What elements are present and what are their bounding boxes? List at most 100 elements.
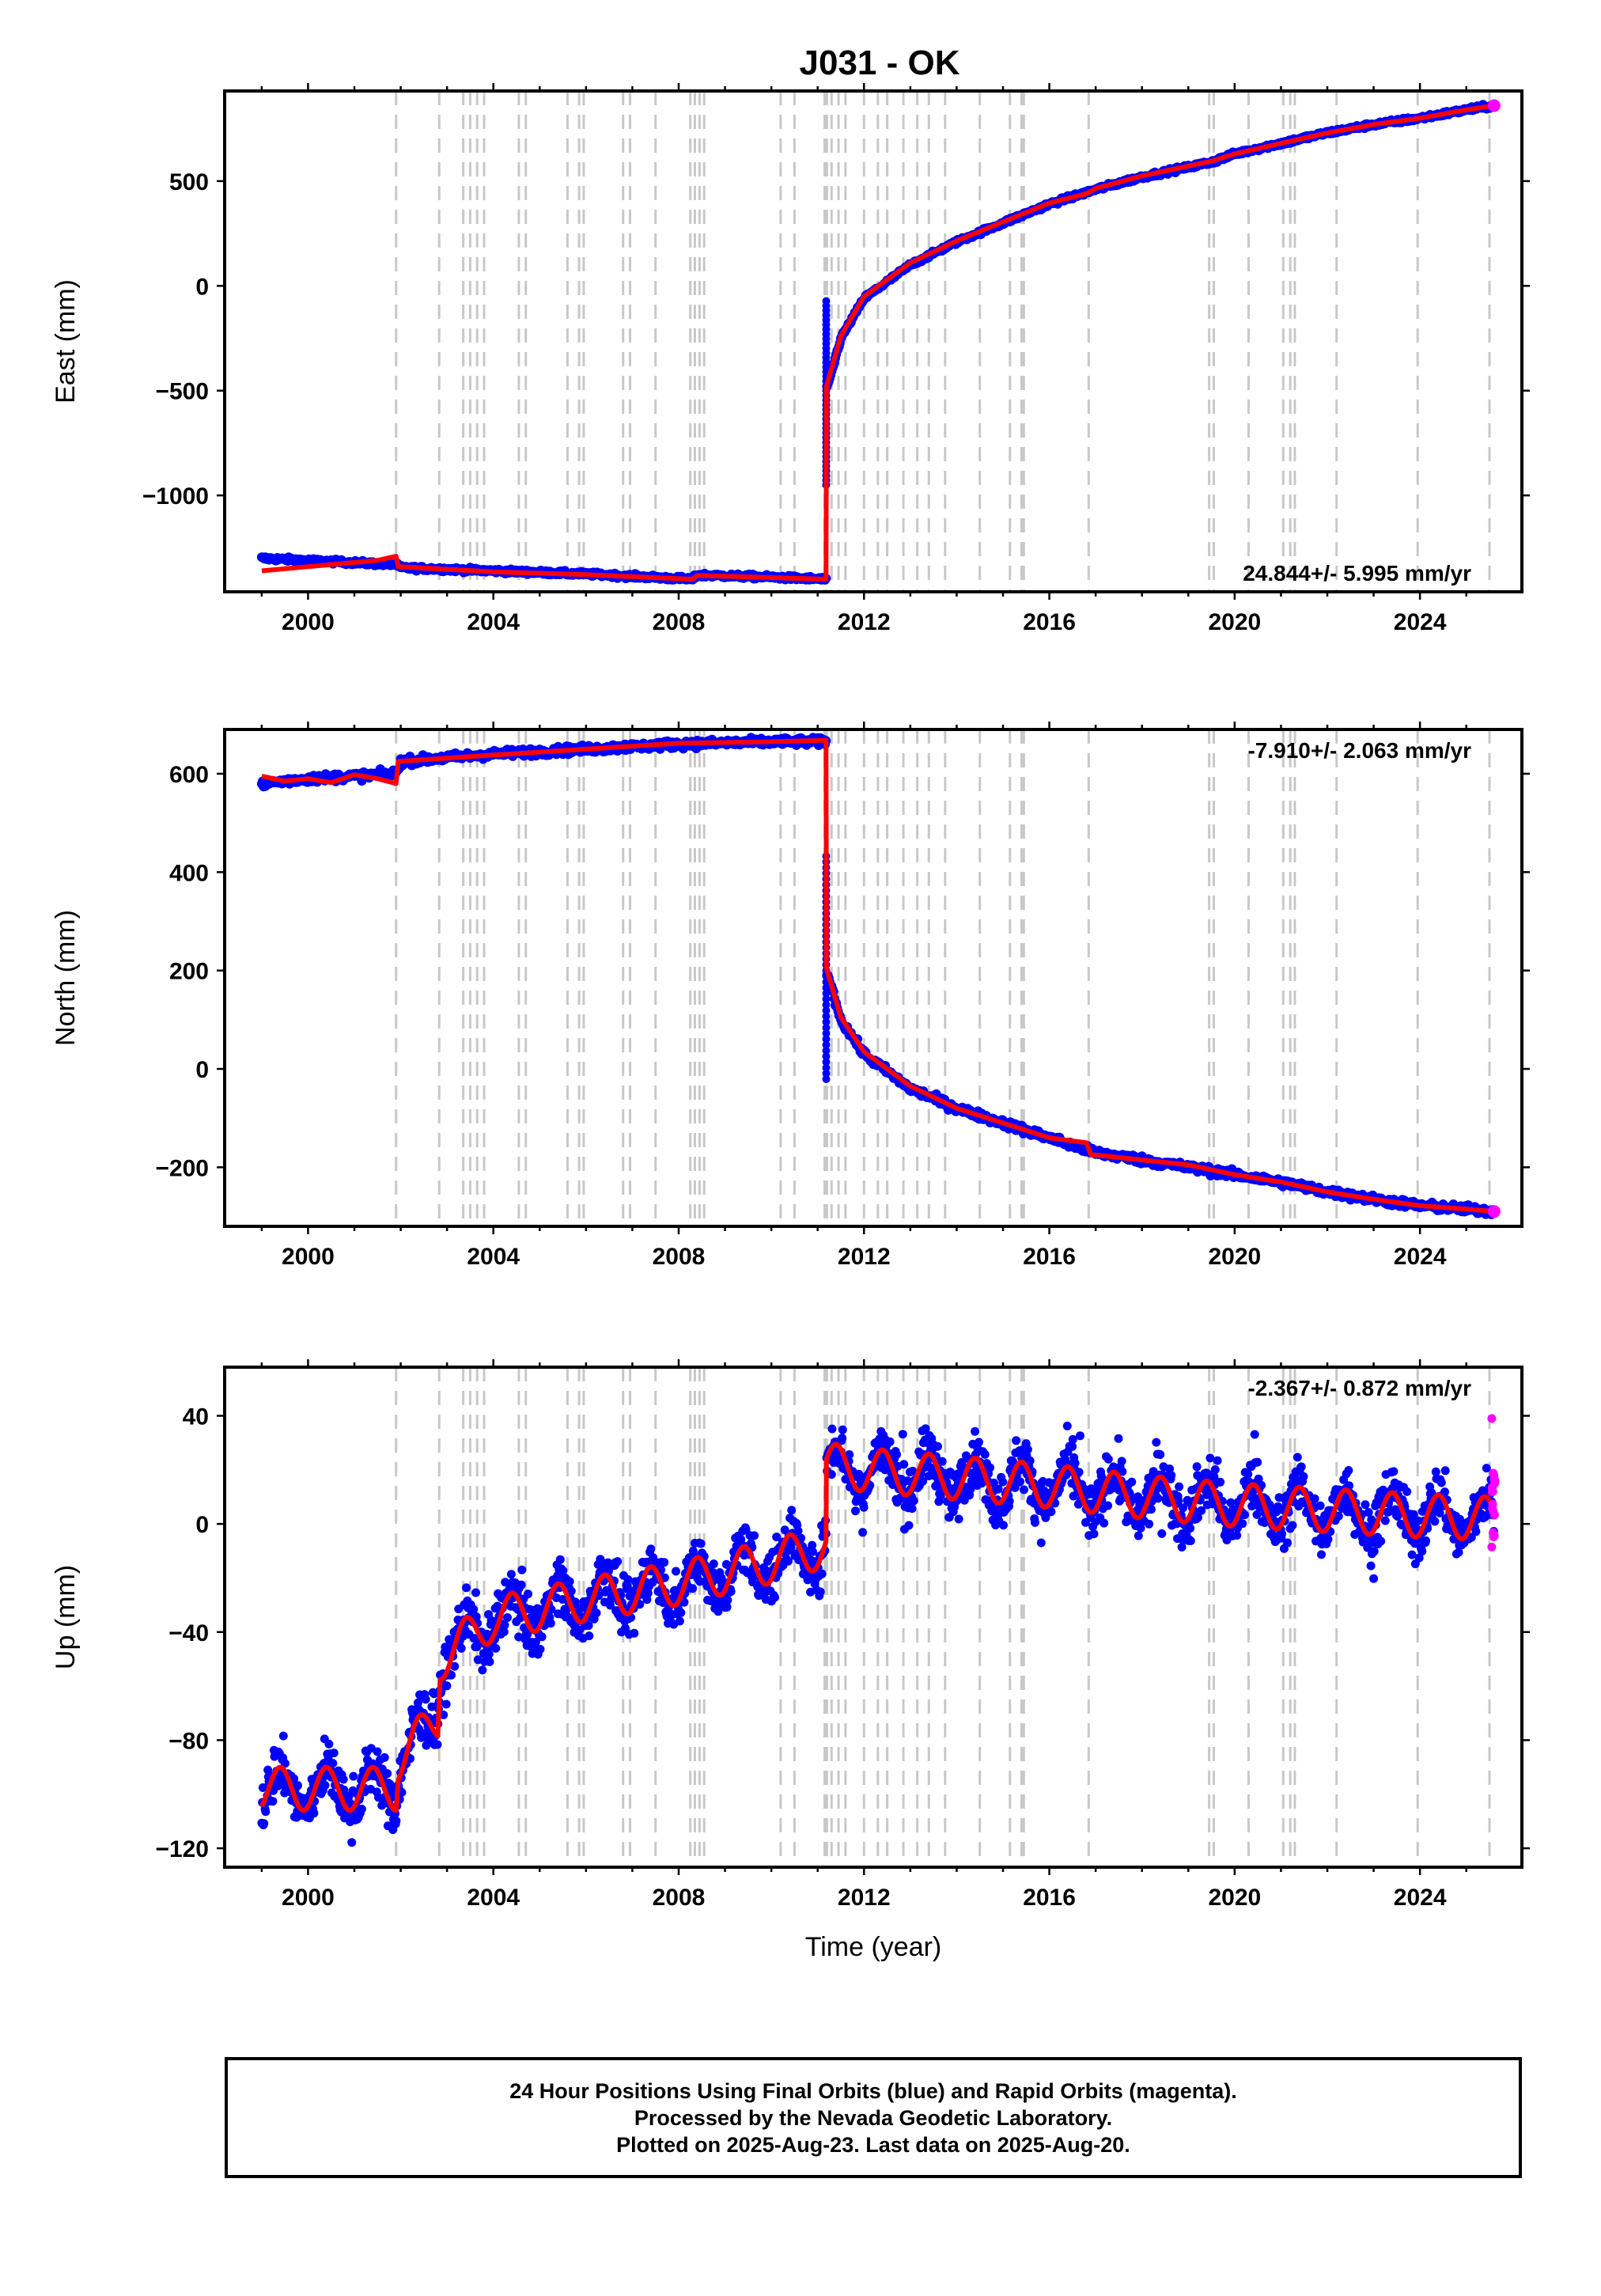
final-orbit-point bbox=[517, 1580, 526, 1589]
final-orbit-point bbox=[606, 1601, 615, 1610]
final-orbit-point bbox=[822, 1029, 831, 1038]
final-orbit-point bbox=[478, 1665, 487, 1675]
final-orbit-point bbox=[784, 1556, 793, 1566]
final-orbit-point bbox=[506, 1570, 516, 1579]
final-orbit-point bbox=[787, 1506, 797, 1515]
x-tick-label: 2024 bbox=[1394, 1244, 1447, 1270]
y-axis-label: East (mm) bbox=[51, 279, 81, 404]
final-orbit-point bbox=[555, 1555, 565, 1564]
final-orbit-point bbox=[822, 995, 831, 1003]
y-tick-label: −200 bbox=[155, 1155, 209, 1181]
final-orbit-point bbox=[646, 1544, 656, 1554]
final-orbit-point bbox=[904, 1521, 914, 1530]
final-orbit-point bbox=[462, 1583, 471, 1593]
final-orbit-point bbox=[484, 1650, 494, 1659]
final-orbit-point bbox=[1118, 1467, 1127, 1476]
final-orbit-point bbox=[933, 1442, 942, 1451]
final-orbit-point bbox=[827, 1470, 836, 1480]
final-orbit-point bbox=[439, 1711, 449, 1719]
final-orbit-point bbox=[500, 1620, 509, 1630]
final-orbit-point bbox=[688, 1584, 698, 1593]
final-orbit-point bbox=[1114, 1434, 1123, 1443]
plot-area bbox=[256, 733, 1501, 1219]
final-orbit-point bbox=[1068, 1442, 1077, 1451]
y-tick-label: −1000 bbox=[142, 483, 209, 510]
final-orbit-point bbox=[1070, 1458, 1080, 1468]
final-orbit-point bbox=[822, 1017, 831, 1026]
final-orbit-point bbox=[827, 1424, 837, 1434]
final-orbit-point bbox=[536, 1645, 545, 1654]
final-orbit-point bbox=[433, 1740, 442, 1749]
x-tick-label: 2000 bbox=[282, 1244, 335, 1270]
final-orbit-point bbox=[1226, 1498, 1236, 1507]
final-orbit-point bbox=[980, 1449, 990, 1459]
x-tick-label: 2012 bbox=[838, 609, 891, 635]
final-orbit-point bbox=[1146, 1505, 1156, 1514]
final-orbit-point bbox=[937, 1457, 947, 1466]
final-orbit-point bbox=[1205, 1453, 1215, 1463]
rapid-orbit-point bbox=[1487, 99, 1501, 112]
final-orbit-point bbox=[329, 1749, 339, 1758]
final-orbit-point bbox=[858, 1528, 868, 1537]
final-orbit-point bbox=[1152, 1438, 1161, 1447]
final-orbit-point bbox=[1100, 1518, 1109, 1528]
final-orbit-point bbox=[786, 1543, 796, 1552]
final-orbit-point bbox=[613, 1557, 623, 1567]
final-orbit-point bbox=[623, 1582, 632, 1591]
final-orbit-point bbox=[1020, 1485, 1028, 1495]
y-tick-label: 400 bbox=[169, 860, 209, 886]
final-orbit-point bbox=[709, 1568, 718, 1578]
final-orbit-point bbox=[899, 1460, 909, 1469]
final-orbit-point bbox=[383, 1769, 392, 1779]
final-orbit-point bbox=[1194, 1513, 1202, 1522]
final-orbit-point bbox=[339, 1775, 348, 1784]
final-orbit-point bbox=[392, 1817, 401, 1825]
final-orbit-point bbox=[558, 1566, 568, 1575]
final-orbit-point bbox=[1062, 1421, 1072, 1430]
final-orbit-point bbox=[1253, 1457, 1262, 1467]
final-orbit-point bbox=[278, 1731, 288, 1741]
final-orbit-point bbox=[1317, 1550, 1326, 1559]
rapid-orbit-point bbox=[1487, 1205, 1501, 1218]
chart-title: J031 - OK bbox=[800, 44, 960, 82]
final-orbit-point bbox=[1192, 1462, 1202, 1472]
final-orbit-point bbox=[1296, 1462, 1306, 1472]
final-orbit-point bbox=[328, 1759, 338, 1768]
final-orbit-point bbox=[726, 1587, 736, 1597]
final-orbit-point bbox=[1076, 1431, 1084, 1441]
final-orbit-point bbox=[994, 1484, 1003, 1494]
final-orbit-point bbox=[1323, 1535, 1333, 1544]
final-orbit-point bbox=[1089, 1529, 1099, 1539]
final-orbit-point bbox=[1145, 1519, 1154, 1529]
final-orbit-point bbox=[898, 1430, 907, 1439]
final-orbit-point bbox=[1210, 1465, 1220, 1474]
final-orbit-point bbox=[660, 1558, 669, 1567]
final-orbit-point bbox=[808, 1547, 817, 1556]
final-orbit-point bbox=[822, 1035, 831, 1044]
final-orbit-point bbox=[822, 989, 831, 998]
y-tick-label: 0 bbox=[195, 274, 209, 300]
final-orbit-point bbox=[469, 1605, 479, 1614]
final-orbit-point bbox=[999, 1521, 1008, 1530]
final-orbit-point bbox=[585, 1631, 594, 1641]
final-orbit-point bbox=[1016, 1477, 1025, 1487]
final-orbit-point bbox=[413, 1698, 422, 1707]
rapid-orbit-points bbox=[1487, 99, 1501, 112]
final-orbit-point bbox=[1103, 1501, 1113, 1510]
final-orbit-point bbox=[975, 1438, 983, 1447]
final-orbit-point bbox=[1127, 1477, 1137, 1487]
final-orbit-point bbox=[822, 1040, 831, 1049]
final-orbit-point bbox=[531, 1638, 540, 1646]
final-orbit-point bbox=[1179, 1503, 1187, 1513]
final-orbit-point bbox=[309, 1809, 319, 1818]
final-orbit-point bbox=[1216, 1477, 1225, 1487]
final-orbit-point bbox=[456, 1643, 466, 1653]
final-orbit-point bbox=[1174, 1496, 1183, 1506]
final-orbit-point bbox=[822, 1052, 831, 1061]
final-orbit-point bbox=[472, 1642, 482, 1652]
final-orbit-point bbox=[1186, 1524, 1195, 1533]
panel-east: 2000 2004 2008 2012 2016 2020 20245000−500−100… bbox=[51, 83, 1530, 635]
rapid-orbit-points bbox=[1487, 1205, 1501, 1218]
final-orbit-point bbox=[584, 1621, 593, 1631]
x-tick-label: 2000 bbox=[282, 609, 335, 635]
